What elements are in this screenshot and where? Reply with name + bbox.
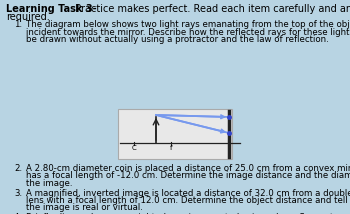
Text: 3.: 3. (14, 189, 22, 198)
Text: 4.: 4. (14, 213, 22, 214)
Text: A 2.80-cm diameter coin is placed a distance of 25.0 cm from a convex mirror tha: A 2.80-cm diameter coin is placed a dist… (26, 164, 350, 173)
Text: 2.: 2. (14, 164, 22, 173)
Text: required.: required. (6, 12, 50, 22)
Text: incident towards the mirror. Describe how the reflected rays for these light ray: incident towards the mirror. Describe ho… (26, 28, 350, 37)
Text: be drawn without actually using a protractor and the law of reflection.: be drawn without actually using a protra… (26, 35, 329, 44)
Text: A magnified, inverted image is located a distance of 32.0 cm from a double conve: A magnified, inverted image is located a… (26, 189, 350, 198)
Text: the image is real or virtual.: the image is real or virtual. (26, 204, 143, 213)
Text: C: C (132, 145, 136, 151)
Text: Practice makes perfect. Read each item carefully and answer as: Practice makes perfect. Read each item c… (72, 4, 350, 14)
Text: the image.: the image. (26, 179, 72, 188)
Text: has a focal length of -12.0 cm. Determine the image distance and the diameter of: has a focal length of -12.0 cm. Determin… (26, 171, 350, 180)
Text: Briefly discuss how near sightedness is corrected using a lens. Support your: Briefly discuss how near sightedness is … (26, 213, 350, 214)
Text: The diagram below shows two light rays emanating from the top of the object and: The diagram below shows two light rays e… (26, 20, 350, 29)
Text: 1.: 1. (14, 20, 22, 29)
Bar (118, 109, 232, 159)
Text: lens with a focal length of 12.0 cm. Determine the object distance and tell whet: lens with a focal length of 12.0 cm. Det… (26, 196, 350, 205)
Text: Learning Task 3-: Learning Task 3- (6, 4, 97, 14)
Text: f: f (170, 145, 172, 151)
